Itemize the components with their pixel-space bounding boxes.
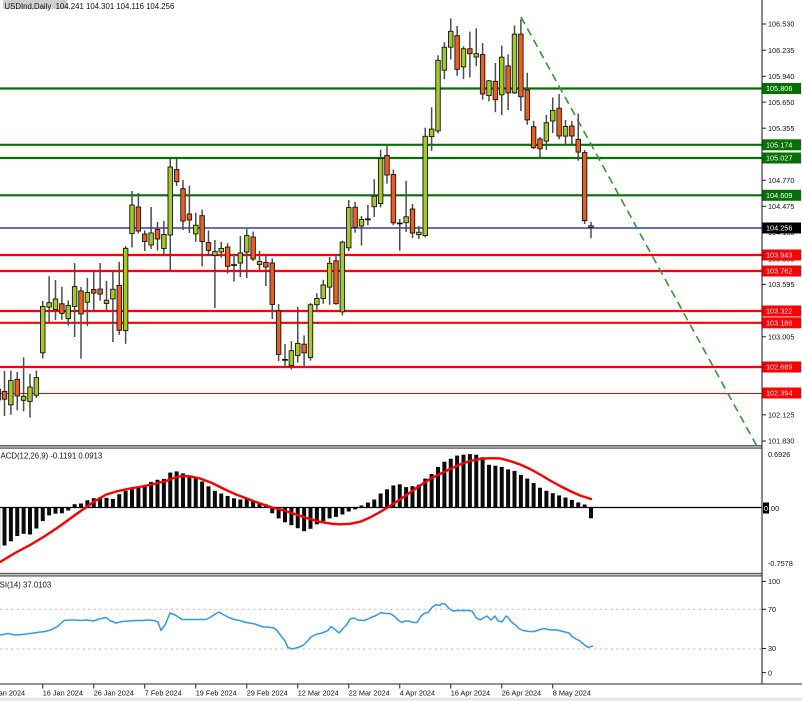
svg-text:22 Mar 2024: 22 Mar 2024 (349, 689, 390, 698)
svg-text:7 Feb 2024: 7 Feb 2024 (145, 689, 182, 698)
svg-text:104.770: 104.770 (768, 176, 794, 185)
svg-text:105.650: 105.650 (768, 98, 794, 107)
svg-text:105.174: 105.174 (766, 141, 792, 150)
svg-text:106.235: 106.235 (768, 46, 794, 55)
svg-text:101.830: 101.830 (768, 437, 794, 446)
svg-text:4 Jan 2024: 4 Jan 2024 (0, 689, 25, 698)
svg-text:103.762: 103.762 (766, 267, 792, 276)
svg-text:103.005: 103.005 (768, 333, 794, 342)
svg-text:12 Mar 2024: 12 Mar 2024 (298, 689, 339, 698)
svg-text:4 Apr 2024: 4 Apr 2024 (400, 689, 435, 698)
svg-text:105.940: 105.940 (768, 72, 794, 81)
svg-text:16 Apr 2024: 16 Apr 2024 (451, 689, 490, 698)
svg-text:29 Feb 2024: 29 Feb 2024 (247, 689, 288, 698)
svg-text:MACD(12,26,9) -0.1191 0.0913: MACD(12,26,9) -0.1191 0.0913 (0, 452, 102, 461)
svg-text:.00: .00 (769, 504, 779, 513)
svg-text:103.595: 103.595 (768, 280, 794, 289)
svg-text:8 May 2024: 8 May 2024 (553, 689, 591, 698)
svg-text:104.256: 104.256 (766, 224, 792, 233)
svg-text:0.6926: 0.6926 (768, 450, 790, 459)
svg-text:30: 30 (768, 644, 776, 653)
svg-text:100: 100 (768, 577, 780, 586)
svg-text:105.806: 105.806 (766, 84, 792, 93)
svg-text:104.609: 104.609 (766, 191, 792, 200)
svg-text:103.186: 103.186 (766, 319, 792, 328)
svg-text:103.943: 103.943 (766, 251, 792, 260)
svg-text:104.475: 104.475 (768, 202, 794, 211)
svg-text:103.322: 103.322 (766, 307, 792, 316)
svg-text:102.689: 102.689 (766, 363, 792, 372)
svg-text:106.530: 106.530 (768, 20, 794, 29)
svg-text:26 Apr 2024: 26 Apr 2024 (502, 689, 541, 698)
svg-text:-0.7578: -0.7578 (768, 559, 793, 568)
svg-text:RSI(14) 37.0103: RSI(14) 37.0103 (0, 581, 51, 590)
svg-text:USDInd,Daily 104.241 104.301: USDInd,Daily 104.241 104.301 104.116 104… (5, 2, 175, 11)
svg-text:0: 0 (764, 504, 768, 513)
svg-text:105.355: 105.355 (768, 124, 794, 133)
svg-text:16 Jan 2024: 16 Jan 2024 (43, 689, 83, 698)
svg-text:19 Feb 2024: 19 Feb 2024 (196, 689, 237, 698)
svg-text:70: 70 (768, 605, 776, 614)
svg-text:105.027: 105.027 (766, 154, 792, 163)
svg-text:102.125: 102.125 (768, 411, 794, 420)
svg-text:0: 0 (768, 668, 772, 677)
svg-text:26 Jan 2024: 26 Jan 2024 (94, 689, 134, 698)
svg-text:102.394: 102.394 (766, 389, 792, 398)
